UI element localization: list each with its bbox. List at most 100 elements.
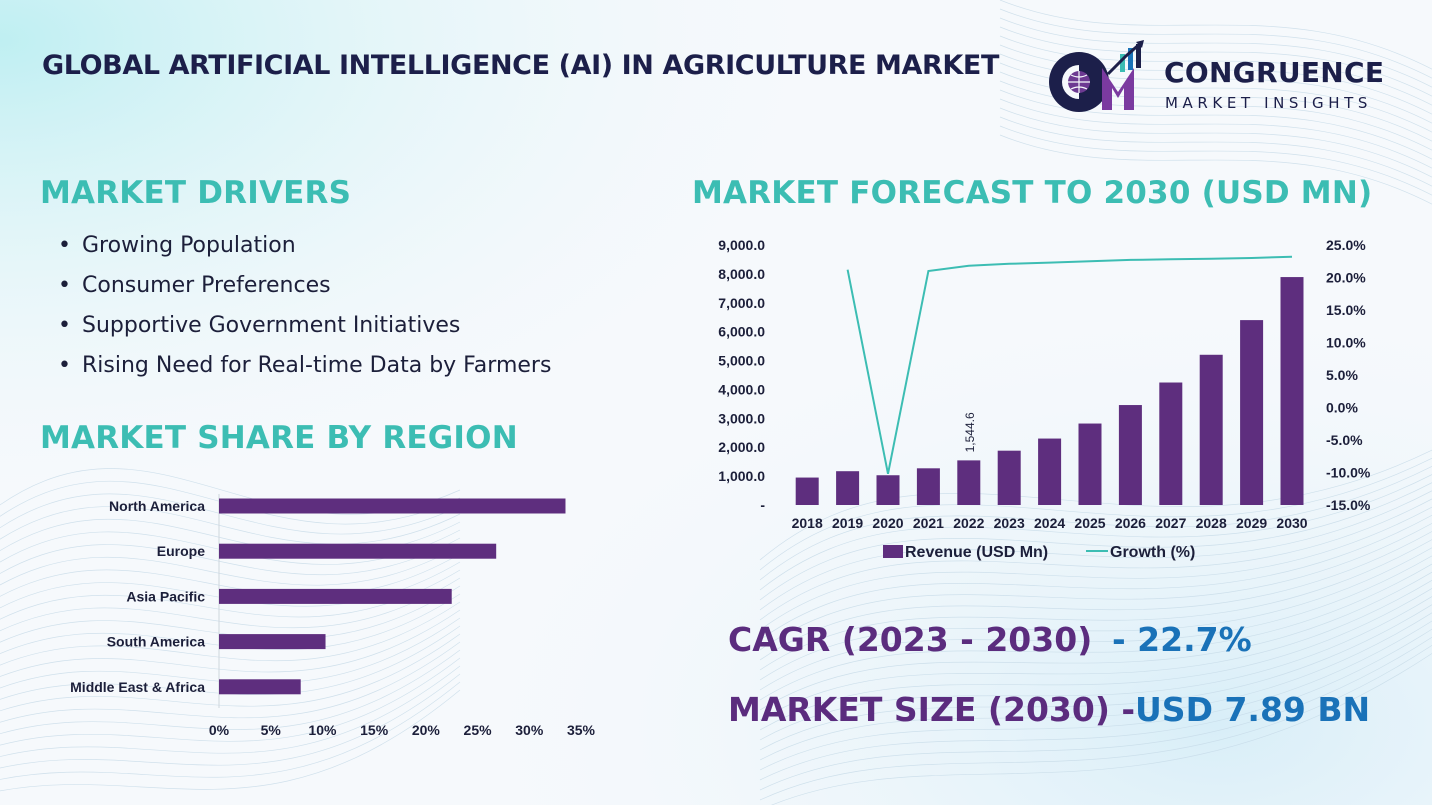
region-bar bbox=[219, 634, 326, 650]
cagr-label: CAGR (2023 - 2030) bbox=[728, 620, 1093, 659]
wave-line bbox=[759, 644, 1432, 801]
wave-line bbox=[0, 609, 461, 677]
wave-line bbox=[759, 571, 1432, 711]
right-axis-tick: 0.0% bbox=[1326, 400, 1358, 416]
left-axis-tick: 9,000.0 bbox=[718, 237, 765, 253]
wave-line bbox=[0, 633, 461, 712]
revenue-bar bbox=[1078, 423, 1102, 505]
driver-text: Growing Population bbox=[82, 233, 296, 258]
x-tick-label: 2027 bbox=[1155, 515, 1186, 531]
wave-line bbox=[0, 617, 461, 689]
x-tick-label: 10% bbox=[308, 722, 337, 738]
wave-line bbox=[999, 107, 1432, 178]
region-label: Asia Pacific bbox=[126, 588, 205, 604]
x-tick-label: 2026 bbox=[1115, 515, 1146, 531]
wave-line bbox=[759, 547, 1432, 681]
wave-line bbox=[0, 506, 461, 545]
right-axis-tick: -15.0% bbox=[1326, 497, 1371, 513]
wave-line bbox=[759, 612, 1432, 761]
legend-label-growth: Growth (%) bbox=[1110, 544, 1195, 561]
page-title: GLOBAL ARTIFICIAL INTELLIGENCE (AI) IN A… bbox=[42, 50, 999, 81]
x-tick-label: 2024 bbox=[1034, 515, 1065, 531]
legend-label-revenue: Revenue (USD Mn) bbox=[905, 544, 1048, 561]
x-tick-label: 2030 bbox=[1276, 515, 1307, 531]
wave-line bbox=[0, 577, 461, 632]
x-tick-label: 2019 bbox=[832, 515, 863, 531]
wave-line bbox=[759, 449, 1432, 561]
left-axis-tick: 3,000.0 bbox=[718, 410, 765, 426]
x-tick-label: 35% bbox=[567, 722, 596, 738]
market-drivers-title: MARKET DRIVERS bbox=[40, 175, 352, 211]
region-bar bbox=[219, 588, 452, 604]
list-item: • Consumer Preferences bbox=[58, 273, 331, 298]
forecast-chart: - 1,000.0 2,000.0 3,000.0 4,000.0 5,000.0 6,00… bbox=[718, 237, 1371, 561]
revenue-bar bbox=[876, 475, 900, 505]
x-tick-label: 2021 bbox=[913, 515, 944, 531]
left-axis-tick: 8,000.0 bbox=[718, 266, 765, 282]
market-share-title: MARKET SHARE BY REGION bbox=[40, 420, 518, 456]
region-bar bbox=[219, 679, 301, 695]
x-tick-label: 2028 bbox=[1196, 515, 1227, 531]
revenue-bar bbox=[1280, 277, 1304, 505]
driver-text: Rising Need for Real-time Data by Farmer… bbox=[82, 353, 552, 378]
x-tick-label: 2029 bbox=[1236, 515, 1267, 531]
wave-line bbox=[759, 628, 1432, 781]
region-label: Europe bbox=[157, 543, 205, 559]
wave-line bbox=[0, 641, 461, 723]
left-axis-tick: 1,000.0 bbox=[718, 468, 765, 484]
right-axis-tick: -5.0% bbox=[1326, 432, 1363, 448]
wave-line bbox=[771, 652, 1432, 805]
wave-line bbox=[999, 17, 1432, 88]
wave-line bbox=[759, 595, 1432, 741]
wave-line bbox=[759, 522, 1432, 651]
region-bar bbox=[219, 543, 497, 559]
region-label: Middle East & Africa bbox=[70, 679, 205, 695]
revenue-bar bbox=[997, 450, 1021, 505]
market-size-label: MARKET SIZE (2030) - bbox=[728, 690, 1136, 729]
wave-line bbox=[759, 563, 1432, 701]
market-size-value: USD 7.89 BN bbox=[1135, 690, 1371, 729]
x-tick-label: 25% bbox=[464, 722, 493, 738]
brand-name: CONGRUENCE bbox=[1164, 56, 1385, 89]
wave-line bbox=[0, 681, 461, 780]
revenue-bar bbox=[1118, 405, 1142, 505]
wave-line bbox=[0, 553, 461, 597]
wave-line bbox=[759, 555, 1432, 691]
x-tick-label: 2023 bbox=[994, 515, 1025, 531]
revenue-bar bbox=[795, 477, 819, 505]
wave-line bbox=[0, 569, 461, 620]
wave-line bbox=[759, 482, 1432, 601]
right-axis-tick: 15.0% bbox=[1326, 302, 1366, 318]
x-tick-label: 5% bbox=[261, 722, 282, 738]
brand-tagline: MARKET INSIGHTS bbox=[1165, 94, 1373, 112]
left-axis-tick: 5,000.0 bbox=[718, 353, 765, 369]
wave-line bbox=[999, 125, 1432, 196]
x-tick-label: 2018 bbox=[792, 515, 823, 531]
x-tick-label: 2022 bbox=[953, 515, 984, 531]
revenue-bar bbox=[1159, 382, 1183, 505]
wave-line bbox=[999, 0, 1432, 70]
right-axis-tick: -10.0% bbox=[1326, 465, 1371, 481]
wave-line bbox=[999, 116, 1432, 187]
wave-line bbox=[0, 537, 461, 576]
wave-line bbox=[0, 593, 461, 654]
left-axis-tick: 4,000.0 bbox=[718, 381, 765, 397]
wave-line bbox=[999, 8, 1432, 79]
revenue-data-label: 1,544.6 bbox=[963, 412, 977, 452]
revenue-bar bbox=[1240, 320, 1264, 505]
region-label: South America bbox=[107, 634, 205, 650]
wave-line bbox=[759, 620, 1432, 771]
right-axis-tick: 10.0% bbox=[1326, 335, 1366, 351]
x-tick-label: 20% bbox=[412, 722, 441, 738]
revenue-bar bbox=[916, 468, 940, 505]
wave-line bbox=[0, 585, 461, 643]
x-tick-label: 30% bbox=[515, 722, 544, 738]
wave-line bbox=[0, 493, 461, 535]
driver-text: Supportive Government Initiatives bbox=[82, 313, 461, 338]
wave-line bbox=[999, 35, 1432, 106]
x-tick-label: 2020 bbox=[872, 515, 903, 531]
revenue-bar bbox=[1199, 354, 1223, 505]
wave-line bbox=[0, 665, 461, 757]
right-axis-tick: 25.0% bbox=[1326, 237, 1366, 253]
wave-line bbox=[0, 673, 461, 769]
